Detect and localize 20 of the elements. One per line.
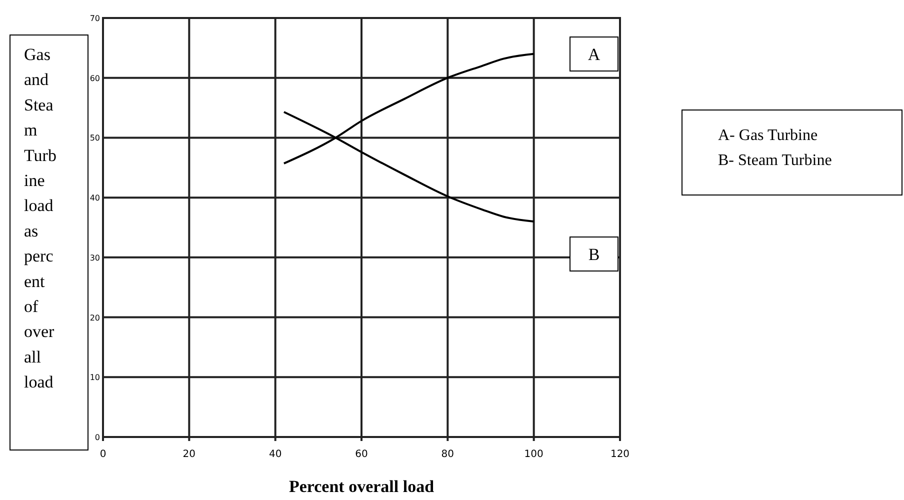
y-tick-label: 40: [90, 194, 100, 203]
text: B: [588, 245, 600, 264]
text: B- Steam Turbine: [718, 152, 832, 169]
y-tick-label: 20: [90, 313, 100, 322]
y-tick-label: 30: [90, 253, 100, 262]
x-tick-label: 40: [268, 449, 282, 460]
text: A- Gas Turbine: [718, 127, 818, 144]
y-tick-label: 60: [90, 74, 100, 83]
y-tick-label: 70: [90, 14, 100, 23]
x-tick-label: 80: [441, 449, 454, 460]
x-axis-title: Percent overall load: [288, 477, 435, 496]
x-tick-label: 20: [182, 449, 196, 460]
text: A: [588, 45, 601, 64]
y-tick-label: 50: [90, 134, 100, 143]
y-tick-label: 0: [94, 433, 100, 442]
x-tick-label: 60: [355, 449, 368, 460]
text: Gas and Stea m Turb ine load as perc ent of over all load: [24, 45, 56, 392]
x-tick-label: 120: [610, 449, 630, 460]
y-tick-label: 10: [90, 373, 100, 382]
x-tick-label: 100: [524, 449, 544, 460]
